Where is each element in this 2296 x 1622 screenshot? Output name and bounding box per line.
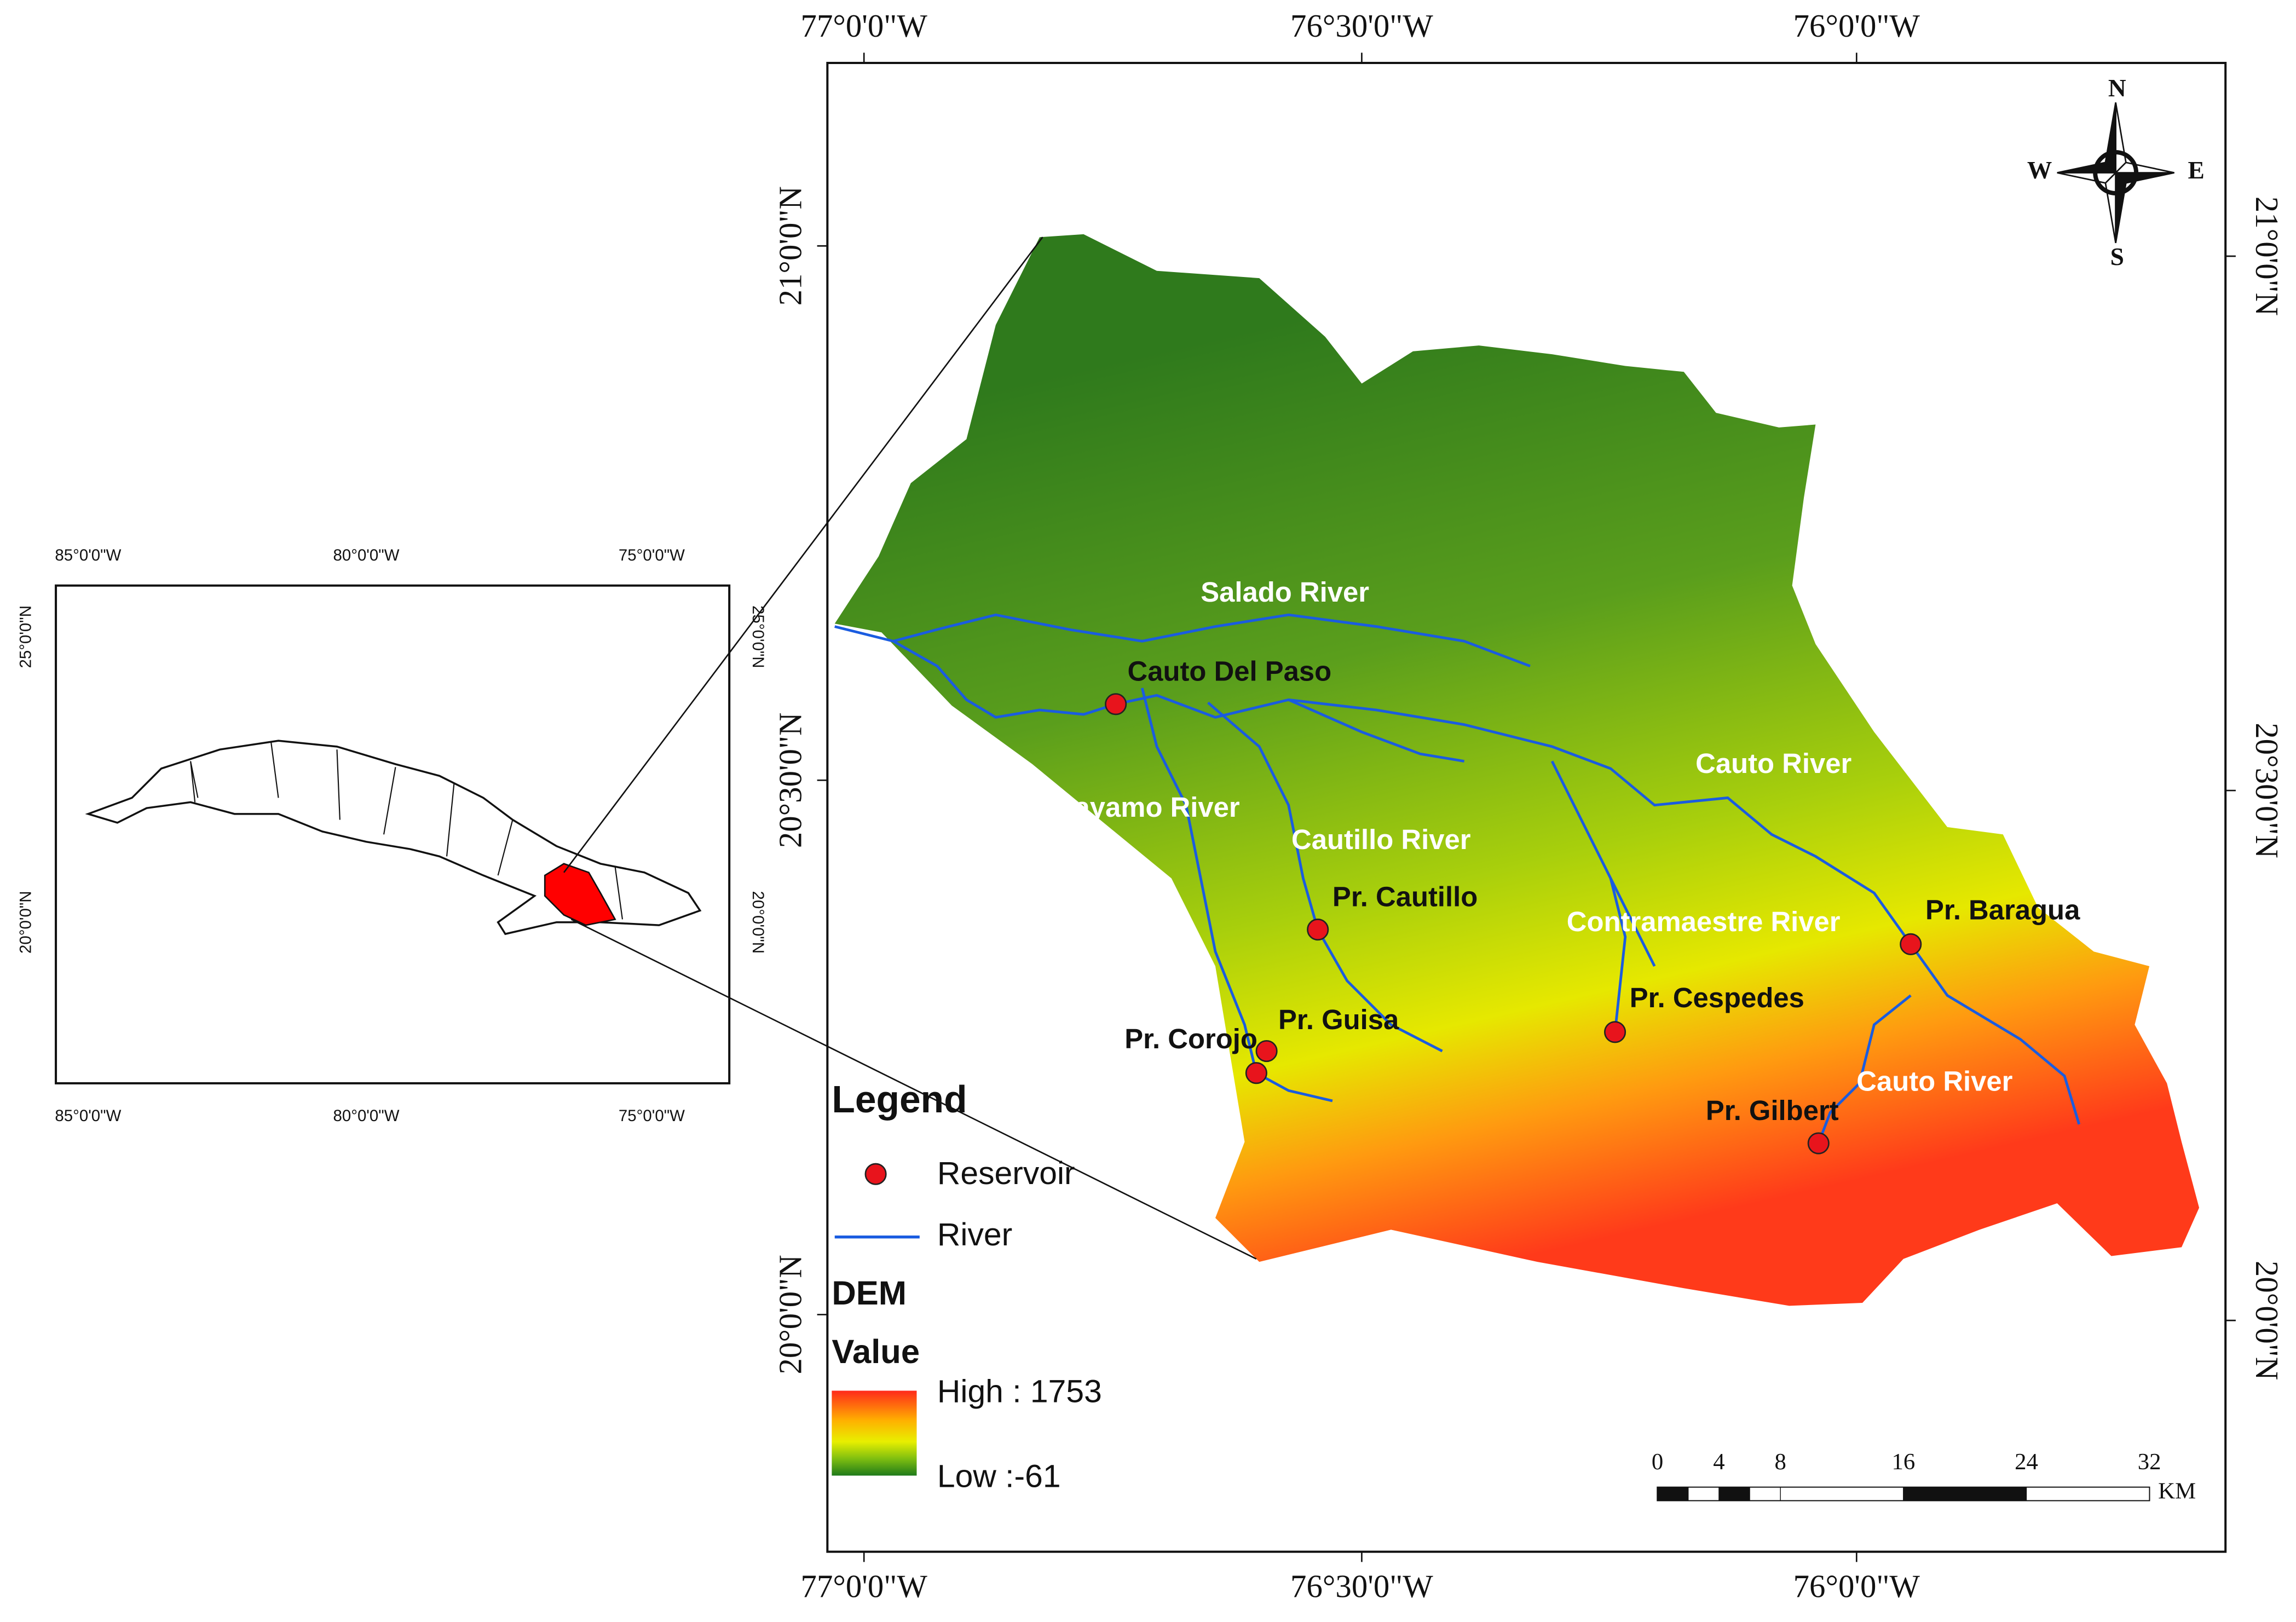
latitude-label: 20°30'0"N <box>772 712 808 848</box>
legend-label: Low :-61 <box>937 1458 1061 1494</box>
border <box>270 742 279 798</box>
river <box>1288 699 1465 763</box>
compass-letter: W <box>2027 156 2052 184</box>
reservoir-label: Pr. Cespedes <box>1630 982 1804 1013</box>
longitude-label: 76°30'0"W <box>1290 8 1433 44</box>
reservoir-point <box>1307 919 1329 941</box>
latitude-label: 21°0'0"N <box>2249 197 2285 316</box>
reservoir-point <box>1807 1132 1830 1155</box>
study-area <box>544 863 616 926</box>
river-label: Bayamo River <box>1054 792 1240 823</box>
scale-label: 16 <box>1891 1449 1915 1475</box>
border <box>614 866 624 920</box>
reservoir-label: Cauto Del Paso <box>1128 656 1332 687</box>
longitude-label: 77°0'0"W <box>801 1569 928 1604</box>
main-tick-marks <box>817 53 2236 1562</box>
river-label: Cautillo River <box>1291 824 1470 855</box>
legend-heading: Value <box>832 1333 920 1371</box>
reservoir-point <box>1245 1062 1267 1084</box>
scale-segment <box>1780 1487 1904 1501</box>
legend-dem-ramp <box>832 1390 917 1476</box>
river <box>1207 701 1443 1053</box>
scale-segment <box>2026 1487 2150 1501</box>
latitude-label: 20°0'0"N <box>2249 1261 2285 1380</box>
river <box>1140 688 1333 1103</box>
latitude-label: 25°0'0"N <box>16 605 34 668</box>
compass-letter: E <box>2188 156 2205 184</box>
reservoir-label: Pr. Cautillo <box>1332 881 1478 912</box>
scale-segment <box>1749 1487 1781 1501</box>
river <box>1817 994 1912 1144</box>
connector-line <box>563 236 1043 873</box>
river-label: Contramaestre River <box>1567 906 1841 937</box>
river-label: Cauto River <box>1856 1065 2012 1096</box>
latitude-label: 20°0'0"N <box>772 1255 808 1374</box>
compass-ring <box>2093 150 2139 196</box>
scale-label: 8 <box>1775 1449 1786 1475</box>
legend-label: Reservoir <box>937 1156 1075 1191</box>
legend-label: High : 1753 <box>937 1373 1102 1409</box>
border <box>336 749 341 820</box>
border <box>446 783 455 857</box>
compass-point <box>2057 172 2118 184</box>
legend-title: Legend <box>832 1078 967 1121</box>
longitude-label: 76°0'0"W <box>1793 8 1920 44</box>
border <box>497 819 514 876</box>
river-network <box>834 613 2081 1144</box>
scale-segment <box>1718 1487 1750 1501</box>
river-label: Cauto River <box>1695 748 1851 779</box>
scale-segment <box>1903 1487 2027 1501</box>
compass-letter: N <box>2108 74 2126 102</box>
longitude-label: 85°0'0"W <box>55 546 121 564</box>
border <box>190 761 196 803</box>
latitude-label: 21°0'0"N <box>772 186 808 305</box>
longitude-label: 80°0'0"W <box>333 546 399 564</box>
reservoirs <box>1105 693 1922 1155</box>
longitude-label: 75°0'0"W <box>619 546 685 564</box>
latitude-label: 20°30'0"N <box>2249 723 2285 858</box>
reservoir-label: Pr. Guisa <box>1278 1004 1399 1035</box>
longitude-label: 75°0'0"W <box>619 1107 685 1125</box>
scale-label: 0 <box>1652 1449 1663 1475</box>
province-borders <box>190 742 624 920</box>
scale-unit: KM <box>2158 1478 2196 1504</box>
reservoir-label: Pr. Gilbert <box>1706 1095 1839 1126</box>
compass-point <box>2114 161 2174 174</box>
reservoir-label: Pr. Baragua <box>1925 894 2080 925</box>
border <box>383 767 396 835</box>
legend-label: River <box>937 1217 1012 1252</box>
reservoir-label: Pr. Corojo <box>1124 1023 1257 1054</box>
reservoir-point <box>1105 693 1127 715</box>
scale-segment <box>1657 1487 1688 1501</box>
legend-heading: DEM <box>832 1274 907 1312</box>
legend-reservoir-symbol <box>864 1163 887 1185</box>
scale-label: 24 <box>2015 1449 2038 1475</box>
scale-label: 32 <box>2138 1449 2161 1475</box>
watershed-dem <box>834 234 2200 1306</box>
connector-line <box>570 919 1257 1260</box>
latitude-label: 20°0'0"N <box>749 891 767 954</box>
reservoir-point <box>1604 1021 1626 1043</box>
reservoir-point <box>1900 933 1922 955</box>
north-arrow <box>2057 102 2174 244</box>
river-label: Salado River <box>1201 576 1369 608</box>
compass-letter: S <box>2110 243 2124 270</box>
scale-bar: 0 4 8 16 24 32 <box>1652 1449 2161 1502</box>
river <box>1609 878 1656 967</box>
longitude-label: 77°0'0"W <box>801 8 928 44</box>
scale-segment <box>1688 1487 1720 1501</box>
longitude-label: 85°0'0"W <box>55 1107 121 1125</box>
longitude-label: 80°0'0"W <box>333 1107 399 1125</box>
longitude-label: 76°30'0"W <box>1290 1569 1433 1604</box>
reservoir-point <box>1255 1040 1278 1063</box>
scale-label: 4 <box>1713 1449 1724 1475</box>
latitude-label: 20°0'0"N <box>16 891 34 954</box>
longitude-label: 76°0'0"W <box>1793 1569 1920 1604</box>
river <box>834 613 1531 668</box>
